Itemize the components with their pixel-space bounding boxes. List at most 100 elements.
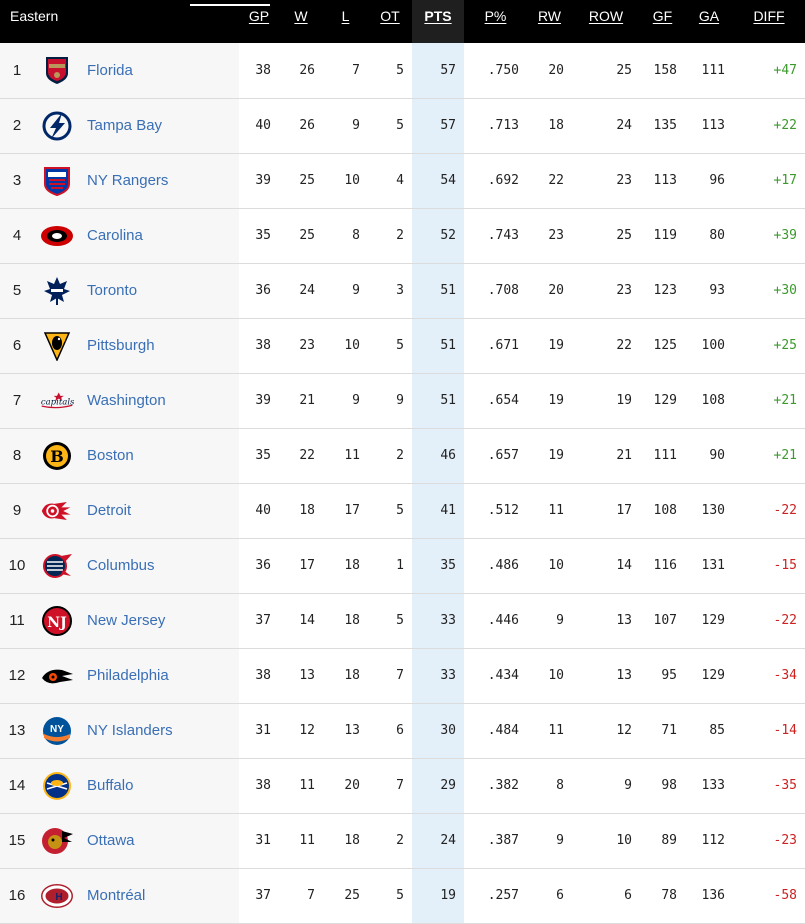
rank-cell: 3 — [0, 153, 34, 209]
w-cell: 25 — [279, 153, 323, 209]
team-link[interactable]: Washington — [87, 392, 166, 409]
team-link[interactable]: New Jersey — [87, 612, 166, 629]
table-row: 14 Buffalo 38 11 20 7 29 .382 8 9 98 133… — [0, 758, 805, 814]
w-cell: 26 — [279, 98, 323, 154]
team-cell: H Montréal — [34, 868, 239, 924]
ga-cell: 113 — [685, 98, 733, 154]
team-link[interactable]: Boston — [87, 447, 134, 464]
l-cell: 13 — [323, 703, 368, 759]
l-cell: 9 — [323, 98, 368, 154]
rw-cell: 22 — [527, 153, 572, 209]
rw-cell: 11 — [527, 483, 572, 539]
svg-text:NJ: NJ — [47, 615, 67, 631]
pts-cell: 54 — [412, 153, 464, 209]
ga-cell: 80 — [685, 208, 733, 264]
gp-cell: 37 — [239, 868, 279, 924]
table-row: 11 NJ New Jersey 37 14 18 5 33 .446 9 13… — [0, 593, 805, 649]
col-header-ga[interactable]: GA — [685, 0, 733, 43]
diff-cell: -58 — [733, 868, 805, 924]
ot-cell: 9 — [368, 373, 412, 429]
florida-panthers-icon — [40, 53, 74, 87]
diff-cell: -14 — [733, 703, 805, 759]
col-header-rw[interactable]: RW — [527, 0, 572, 43]
col-header-gp[interactable]: GP — [239, 0, 279, 43]
row-cell: 25 — [572, 208, 640, 264]
ot-cell: 6 — [368, 703, 412, 759]
team-link[interactable]: Buffalo — [87, 777, 134, 794]
gp-cell: 35 — [239, 428, 279, 484]
row-cell: 6 — [572, 868, 640, 924]
team-link[interactable]: Florida — [87, 61, 133, 79]
conference-title: Eastern — [0, 0, 239, 43]
col-header-l[interactable]: L — [323, 0, 368, 43]
col-header-pct[interactable]: P% — [464, 0, 527, 43]
team-link[interactable]: Pittsburgh — [87, 337, 155, 354]
team-cell: Pittsburgh — [34, 318, 239, 374]
table-row: 9 Detroit 40 18 17 5 41 .512 11 17 108 1… — [0, 483, 805, 539]
ot-cell: 5 — [368, 43, 412, 99]
team-link[interactable]: Ottawa — [87, 832, 135, 849]
col-header-diff[interactable]: DIFF — [733, 0, 805, 43]
rw-cell: 10 — [527, 538, 572, 594]
pct-cell: .434 — [464, 648, 527, 704]
pct-cell: .713 — [464, 98, 527, 154]
gf-cell: 89 — [640, 813, 685, 869]
table-row: 7 capitals Washington 39 21 9 9 51 .654 … — [0, 373, 805, 429]
w-cell: 14 — [279, 593, 323, 649]
team-cell: Buffalo — [34, 758, 239, 814]
team-link[interactable]: Columbus — [87, 557, 155, 574]
team-link[interactable]: Carolina — [87, 227, 143, 244]
rw-cell: 19 — [527, 428, 572, 484]
col-header-gf[interactable]: GF — [640, 0, 685, 43]
team-link[interactable]: NY Rangers — [87, 172, 169, 189]
table-row: 6 Pittsburgh 38 23 10 5 51 .671 19 22 12… — [0, 318, 805, 374]
gp-cell: 39 — [239, 153, 279, 209]
gf-cell: 108 — [640, 483, 685, 539]
pct-cell: .387 — [464, 813, 527, 869]
team-link[interactable]: Toronto — [87, 282, 138, 299]
ga-cell: 112 — [685, 813, 733, 869]
diff-cell: -34 — [733, 648, 805, 704]
table-row: 13 NY NY Islanders 31 12 13 6 30 .484 11… — [0, 703, 805, 759]
l-cell: 9 — [323, 373, 368, 429]
col-header-w[interactable]: W — [279, 0, 323, 43]
rw-cell: 20 — [527, 263, 572, 319]
pts-cell: 51 — [412, 318, 464, 374]
diff-cell: +21 — [733, 373, 805, 429]
team-link[interactable]: Philadelphia — [87, 667, 169, 684]
col-header-ot[interactable]: OT — [368, 0, 412, 43]
pts-cell: 29 — [412, 758, 464, 814]
gf-cell: 116 — [640, 538, 685, 594]
pts-cell: 33 — [412, 648, 464, 704]
rw-cell: 19 — [527, 318, 572, 374]
l-cell: 17 — [323, 483, 368, 539]
pct-cell: .657 — [464, 428, 527, 484]
row-cell: 13 — [572, 648, 640, 704]
pct-cell: .486 — [464, 538, 527, 594]
team-link[interactable]: Montréal — [87, 887, 146, 904]
team-link[interactable]: NY Islanders — [87, 722, 173, 739]
col-header-row[interactable]: ROW — [572, 0, 640, 43]
ot-cell: 2 — [368, 428, 412, 484]
rank-cell: 9 — [0, 483, 34, 539]
ga-cell: 129 — [685, 593, 733, 649]
team-cell: Ottawa — [34, 813, 239, 869]
w-cell: 17 — [279, 538, 323, 594]
team-link[interactable]: Detroit — [87, 502, 132, 519]
col-header-pts[interactable]: PTS — [412, 0, 464, 43]
rank-cell: 6 — [0, 318, 34, 374]
w-cell: 11 — [279, 758, 323, 814]
rank-cell: 10 — [0, 538, 34, 594]
rank-cell: 1 — [0, 43, 34, 99]
table-row: 1 Florida 38 26 7 5 57 .750 20 25 158 11… — [0, 43, 805, 99]
ot-cell: 5 — [368, 98, 412, 154]
team-cell: NJ New Jersey — [34, 593, 239, 649]
diff-cell: -35 — [733, 758, 805, 814]
gp-cell: 37 — [239, 593, 279, 649]
gf-cell: 135 — [640, 98, 685, 154]
team-link[interactable]: Tampa Bay — [87, 117, 163, 134]
team-cell: Tampa Bay — [34, 98, 239, 154]
w-cell: 24 — [279, 263, 323, 319]
pts-cell: 51 — [412, 373, 464, 429]
